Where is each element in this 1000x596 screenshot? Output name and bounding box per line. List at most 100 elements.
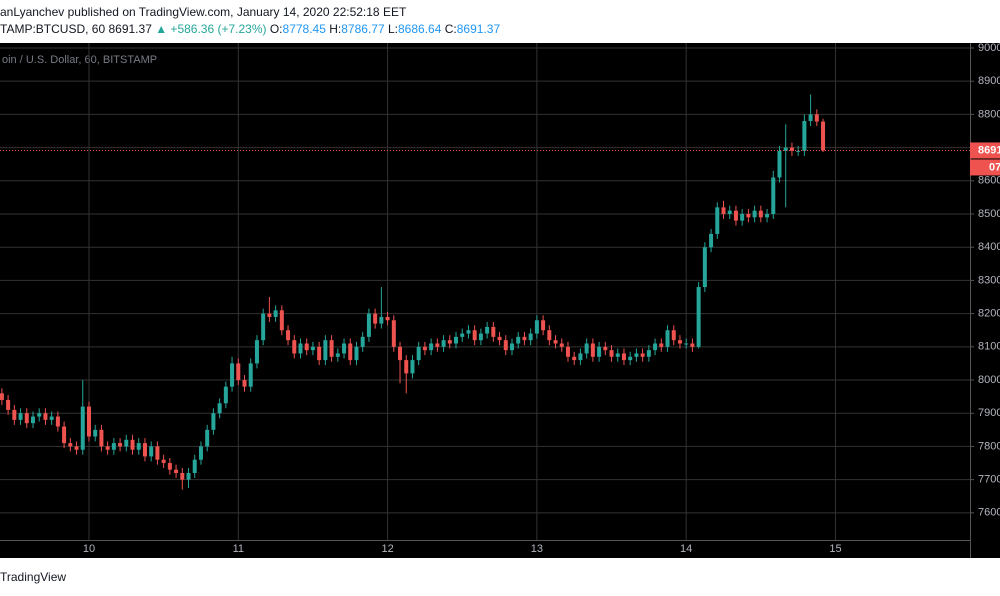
y-tick-label: 7800 (978, 440, 1000, 452)
candle-body (777, 150, 782, 178)
candle-body (422, 346, 427, 351)
y-tick-label: 9000 (978, 43, 1000, 54)
candle-body (292, 340, 297, 354)
candle-body (298, 343, 303, 354)
candle-body (186, 472, 191, 480)
candle-body (684, 343, 689, 345)
candle-body (516, 336, 521, 344)
x-tick-label: 13 (531, 543, 543, 555)
candle-body (758, 210, 763, 218)
y-tick-label: 8800 (978, 108, 1000, 120)
candle-body (68, 443, 73, 447)
candle-body (18, 413, 23, 420)
candle-body (441, 340, 446, 347)
candle-body (242, 380, 247, 387)
x-tick-label: 12 (381, 543, 393, 555)
candle-body (727, 210, 732, 215)
candle-body (180, 472, 185, 480)
y-tick-label: 7600 (978, 507, 1000, 519)
candle-body (105, 446, 110, 450)
o-value: 8778.45 (282, 22, 326, 36)
candle-body (205, 429, 210, 447)
symbol-line: TAMP:BTCUSD, 60 8691.37 ▲ +586.36 (+7.23… (0, 22, 500, 36)
candle-body (248, 363, 253, 387)
candle-body (323, 340, 328, 361)
x-tick-label: 14 (680, 543, 692, 555)
y-tick-label: 8000 (978, 374, 1000, 386)
candle-body (721, 207, 726, 215)
candle-body (49, 416, 54, 420)
candle-body (62, 426, 67, 444)
candle-body (429, 343, 434, 351)
countdown-label: 07 (989, 161, 1000, 173)
candle-body (733, 210, 738, 221)
candle-body (541, 320, 546, 331)
candle-body (24, 413, 29, 424)
x-tick-label: 15 (829, 543, 841, 555)
candle-body (335, 353, 340, 357)
candle-body (86, 406, 91, 437)
publish-line: anLyanchev published on TradingView.com,… (0, 5, 407, 19)
change: ▲ +586.36 (+7.23%) (155, 22, 267, 36)
candle-body (534, 320, 539, 334)
c-label: C: (444, 22, 457, 36)
candle-body (677, 340, 682, 344)
candle-body (702, 247, 707, 288)
candle-body (273, 310, 278, 317)
candle-body (553, 340, 558, 344)
candle-body (628, 356, 633, 361)
c-value: 8691.37 (456, 22, 501, 36)
candle-body (149, 446, 154, 457)
candle-body (783, 147, 788, 151)
candle-body (404, 360, 409, 374)
candle-body (746, 214, 751, 218)
candle-body (659, 343, 664, 347)
candle-body (821, 121, 826, 151)
candle-body (715, 207, 720, 234)
candle-body (30, 416, 35, 424)
candle-body (211, 413, 216, 430)
candle-body (230, 363, 235, 387)
candle-body (366, 313, 371, 337)
candle-body (348, 343, 353, 361)
candle-body (192, 459, 197, 473)
candle-body (118, 443, 123, 447)
candle-body (124, 439, 129, 447)
candle-body (416, 346, 421, 361)
candle-body (696, 287, 701, 347)
candle-body (286, 330, 291, 341)
candle-body (690, 343, 695, 347)
candle-body (329, 340, 334, 357)
y-tick-label: 8300 (978, 274, 1000, 286)
candle-body (398, 346, 403, 361)
candle-body (771, 177, 776, 215)
l-value: 8686.64 (398, 22, 442, 36)
candle-body (161, 459, 166, 464)
y-tick-label: 8200 (978, 308, 1000, 320)
candle-body (342, 343, 347, 354)
h-label: H: (329, 22, 342, 36)
candle-body (379, 316, 384, 324)
candle-body (447, 340, 452, 344)
candle-body (528, 333, 533, 341)
candle-body (217, 403, 222, 414)
candle-body (174, 469, 179, 473)
candle-body (74, 446, 79, 450)
candle-body (391, 320, 396, 347)
candle-body (80, 406, 85, 450)
chart-title: oin / U.S. Dollar, 60, BITSTAMP (2, 54, 157, 66)
candle-body (223, 386, 228, 404)
candle-body (603, 346, 608, 351)
candle-body (261, 313, 266, 341)
candle-body (491, 326, 496, 337)
candle-body (584, 343, 589, 354)
y-tick-label: 7700 (978, 474, 1000, 486)
candle-body (167, 463, 172, 470)
candle-body (279, 310, 284, 331)
candle-body (99, 429, 104, 447)
candle-body (615, 353, 620, 357)
candle-body (111, 443, 116, 450)
candle-body (634, 353, 639, 357)
candle-body (267, 313, 272, 317)
